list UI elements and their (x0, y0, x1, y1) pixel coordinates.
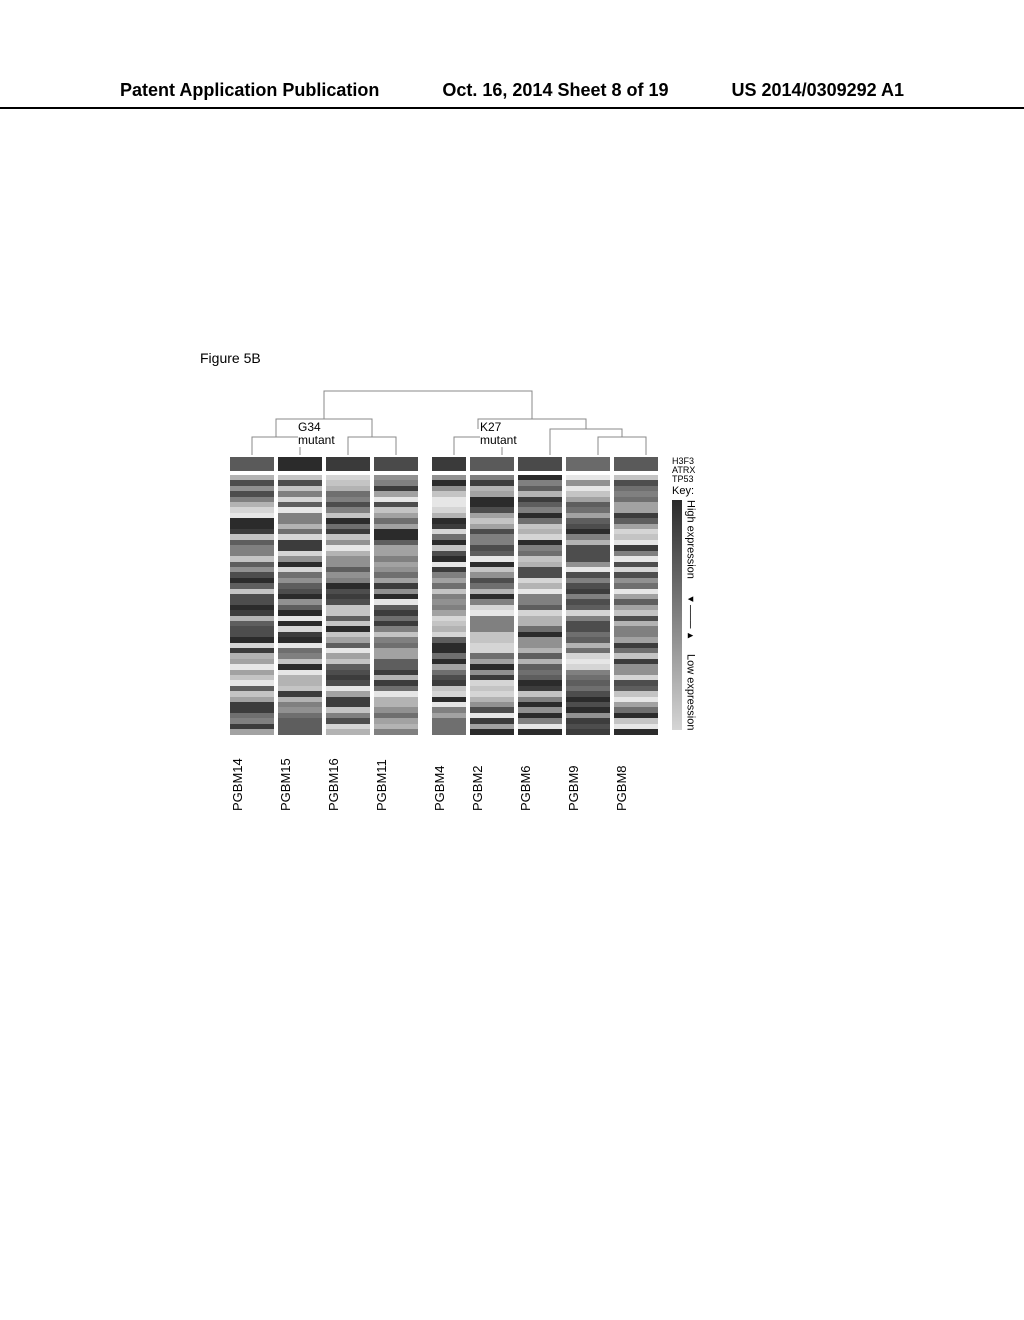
key-title: Key: (672, 485, 697, 497)
heatmap-column (614, 475, 658, 735)
heatmap-cell (566, 729, 610, 734)
heatmap-column (230, 475, 274, 735)
gene-labels: H3F3ATRXTP53 (672, 457, 695, 484)
heatmap-cell (326, 729, 370, 734)
figure-container: G34mutantK27mutant PGBM14PGBM15PGBM16PGB… (230, 385, 720, 811)
key-high-label: High expression (685, 500, 697, 579)
key-arrow-icon: ◂───▸ (684, 592, 697, 641)
dendrogram: G34mutant K27mutant (230, 385, 668, 455)
dendrogram-cluster-label: K27mutant (480, 421, 517, 447)
column-labels: PGBM14PGBM15PGBM16PGBM11PGBM4PGBM2PGBM6P… (230, 741, 668, 811)
dendrogram-cluster-label: G34mutant (298, 421, 335, 447)
header-left: Patent Application Publication (0, 80, 379, 101)
sample-label: PGBM2 (470, 741, 514, 811)
sample-label: PGBM16 (326, 741, 370, 811)
heatmap-cell (518, 729, 562, 734)
sample-label: PGBM8 (614, 741, 658, 811)
key-low-label: Low expression (685, 654, 697, 730)
heatmap-column (374, 475, 418, 735)
heatmap-column (432, 475, 466, 735)
sample-label: PGBM6 (518, 741, 562, 811)
heatmap-column (326, 475, 370, 735)
sample-label: PGBM4 (432, 741, 466, 811)
heatmap-column (566, 475, 610, 735)
gene-label: TP53 (672, 475, 695, 484)
sample-label: PGBM9 (566, 741, 610, 811)
header-right: US 2014/0309292 A1 (732, 80, 1024, 101)
heatmap-cell (614, 729, 658, 734)
heatmap-cell (230, 729, 274, 734)
heatmap-cell (432, 729, 466, 734)
heatmap-column (278, 475, 322, 735)
heatmap-column (470, 475, 514, 735)
heatmap-cell (470, 729, 514, 734)
sample-label: PGBM15 (278, 741, 322, 811)
heatmap-cell (278, 729, 322, 734)
page-header: Patent Application Publication Oct. 16, … (0, 80, 1024, 109)
expression-key: Key: High expression ◂───▸ Low expressio… (672, 485, 697, 730)
key-axis-label: High expression ◂───▸ Low expression (684, 500, 697, 730)
heatmap-cell (374, 729, 418, 734)
sample-label: PGBM11 (374, 741, 418, 811)
figure-caption: Figure 5B (200, 350, 261, 366)
heatmap (230, 475, 668, 735)
sample-label: PGBM14 (230, 741, 274, 811)
header-center: Oct. 16, 2014 Sheet 8 of 19 (442, 80, 668, 101)
heatmap-column (518, 475, 562, 735)
key-gradient-bar (672, 500, 682, 730)
dendrogram-svg (230, 385, 668, 455)
